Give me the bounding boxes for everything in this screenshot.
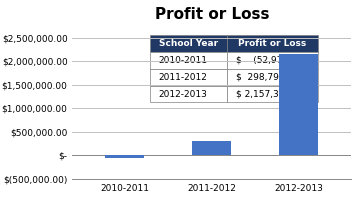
Bar — [192, 141, 231, 155]
Bar — [105, 155, 144, 158]
Bar — [279, 54, 319, 155]
Title: Profit or Loss: Profit or Loss — [155, 7, 269, 22]
